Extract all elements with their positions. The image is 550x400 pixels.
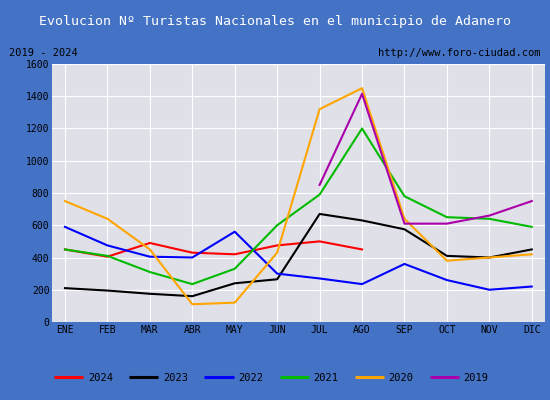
Text: 2020: 2020 [388, 373, 414, 383]
Text: 2019: 2019 [464, 373, 488, 383]
Text: 2024: 2024 [88, 373, 113, 383]
Text: 2021: 2021 [314, 373, 338, 383]
Text: http://www.foro-ciudad.com: http://www.foro-ciudad.com [378, 48, 541, 58]
Text: Evolucion Nº Turistas Nacionales en el municipio de Adanero: Evolucion Nº Turistas Nacionales en el m… [39, 15, 511, 28]
Text: 2022: 2022 [238, 373, 263, 383]
Text: 2023: 2023 [163, 373, 188, 383]
Text: 2019 - 2024: 2019 - 2024 [9, 48, 78, 58]
